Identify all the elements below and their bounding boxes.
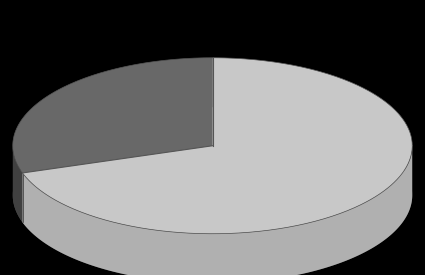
Polygon shape [13, 146, 23, 222]
Polygon shape [23, 146, 412, 275]
Polygon shape [23, 58, 412, 234]
Polygon shape [13, 58, 212, 173]
Polygon shape [13, 107, 412, 275]
